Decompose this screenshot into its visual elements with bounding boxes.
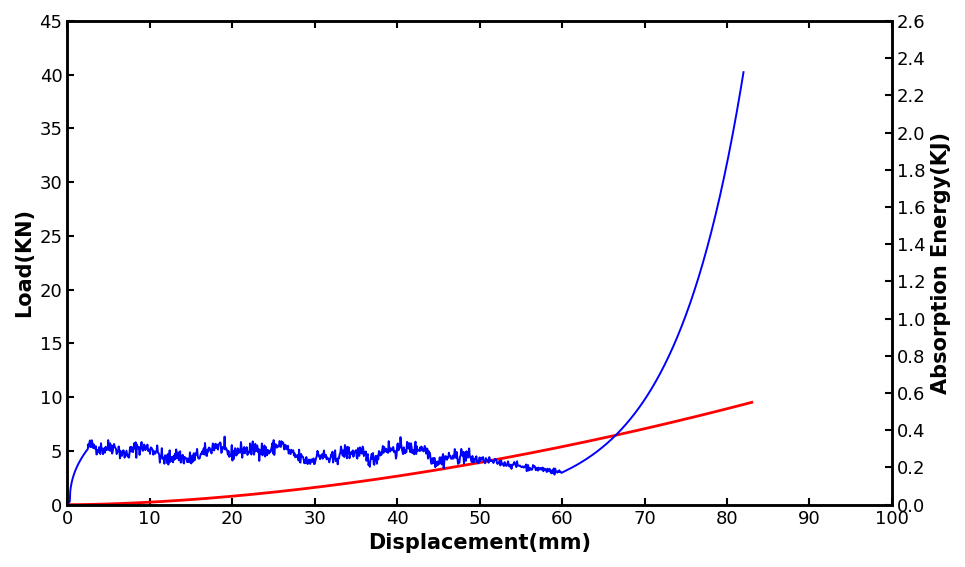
Y-axis label: Load(KN): Load(KN)	[14, 208, 34, 318]
Y-axis label: Absorption Energy(KJ): Absorption Energy(KJ)	[931, 132, 951, 394]
X-axis label: Displacement(mm): Displacement(mm)	[368, 533, 592, 553]
